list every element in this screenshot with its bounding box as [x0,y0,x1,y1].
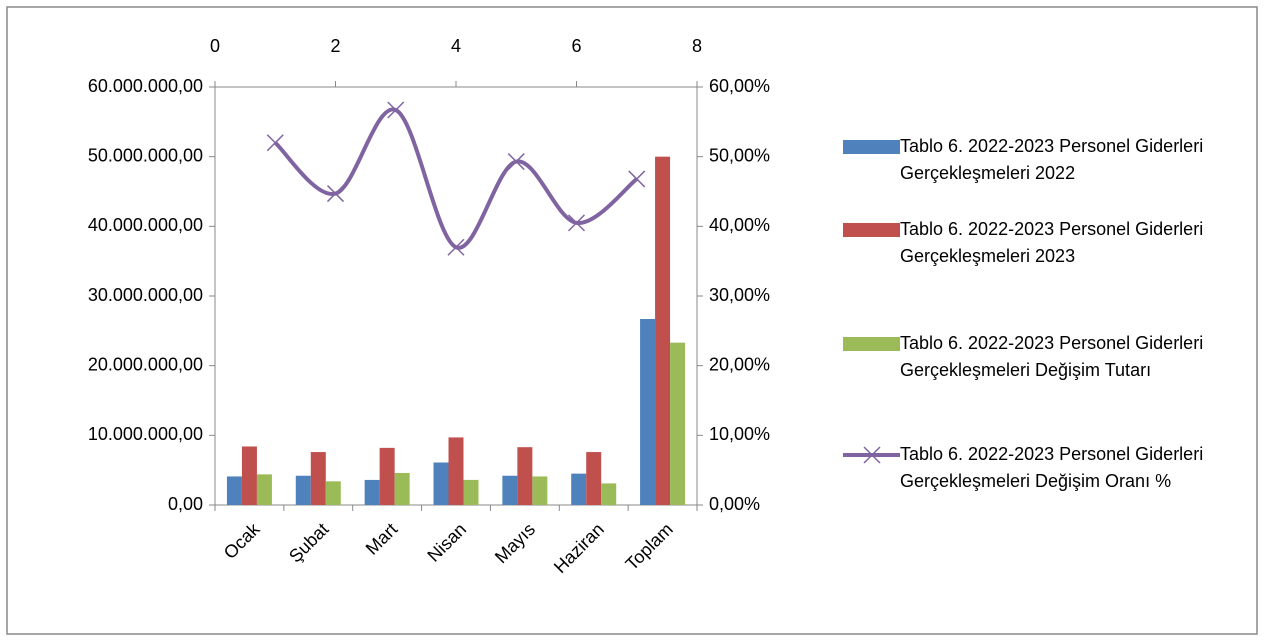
legend-swatch [843,223,900,237]
line-marker [387,101,405,119]
legend-swatch [843,140,900,154]
y2-tick-label: 50,00% [709,145,770,165]
bar [448,437,464,505]
legend-marker [863,446,881,464]
y-tick-label: 40.000.000,00 [88,215,203,235]
legend-label: Tablo 6. 2022-2023 Personel Giderleri Ge… [900,219,1204,266]
line-marker [326,185,345,203]
y-tick-label: 60.000.000,00 [88,76,203,96]
bar [601,483,617,505]
bar [310,452,326,505]
bar [256,474,272,505]
line-marker [628,170,646,188]
bar [226,476,242,505]
x2-tick-label: 6 [571,36,581,56]
y2-tick-label: 60,00% [709,76,770,96]
legend-label: Tablo 6. 2022-2023 Personel Giderleri Ge… [900,333,1204,380]
bar [295,475,311,505]
x2-tick-label: 0 [210,36,220,56]
y2-tick-label: 10,00% [709,424,770,444]
y-tick-label: 0,00 [168,494,203,514]
y2-tick-label: 40,00% [709,215,770,235]
legend-label: Tablo 6. 2022-2023 Personel Giderleri Ge… [900,444,1204,491]
x2-tick-label: 4 [451,36,461,56]
bar [463,479,479,505]
y-tick-label: 20.000.000,00 [88,354,203,374]
x2-tick-label: 8 [692,36,702,56]
bar [325,481,341,505]
bar [586,452,602,505]
bar [532,476,548,505]
line-marker [507,153,525,171]
bar [655,156,671,505]
bar [670,342,686,505]
bar [640,318,656,505]
y-tick-label: 50.000.000,00 [88,145,203,165]
y2-tick-label: 30,00% [709,285,770,305]
bar [364,479,380,505]
y2-tick-label: 0,00% [709,494,760,514]
y-tick-label: 30.000.000,00 [88,285,203,305]
y2-tick-label: 20,00% [709,354,770,374]
bar [502,475,518,505]
legend-label: Tablo 6. 2022-2023 Personel Giderleri Ge… [900,136,1204,183]
line-marker [567,214,586,232]
bar [241,446,257,505]
y-tick-label: 10.000.000,00 [88,424,203,444]
bar [379,447,395,505]
bar [394,472,410,505]
legend-swatch [843,337,900,351]
bar [517,447,533,505]
x2-tick-label: 2 [330,36,340,56]
chart-border [6,6,1258,635]
line-marker [447,238,465,256]
line-marker [266,134,284,152]
bar [571,473,587,505]
bar [433,462,449,505]
